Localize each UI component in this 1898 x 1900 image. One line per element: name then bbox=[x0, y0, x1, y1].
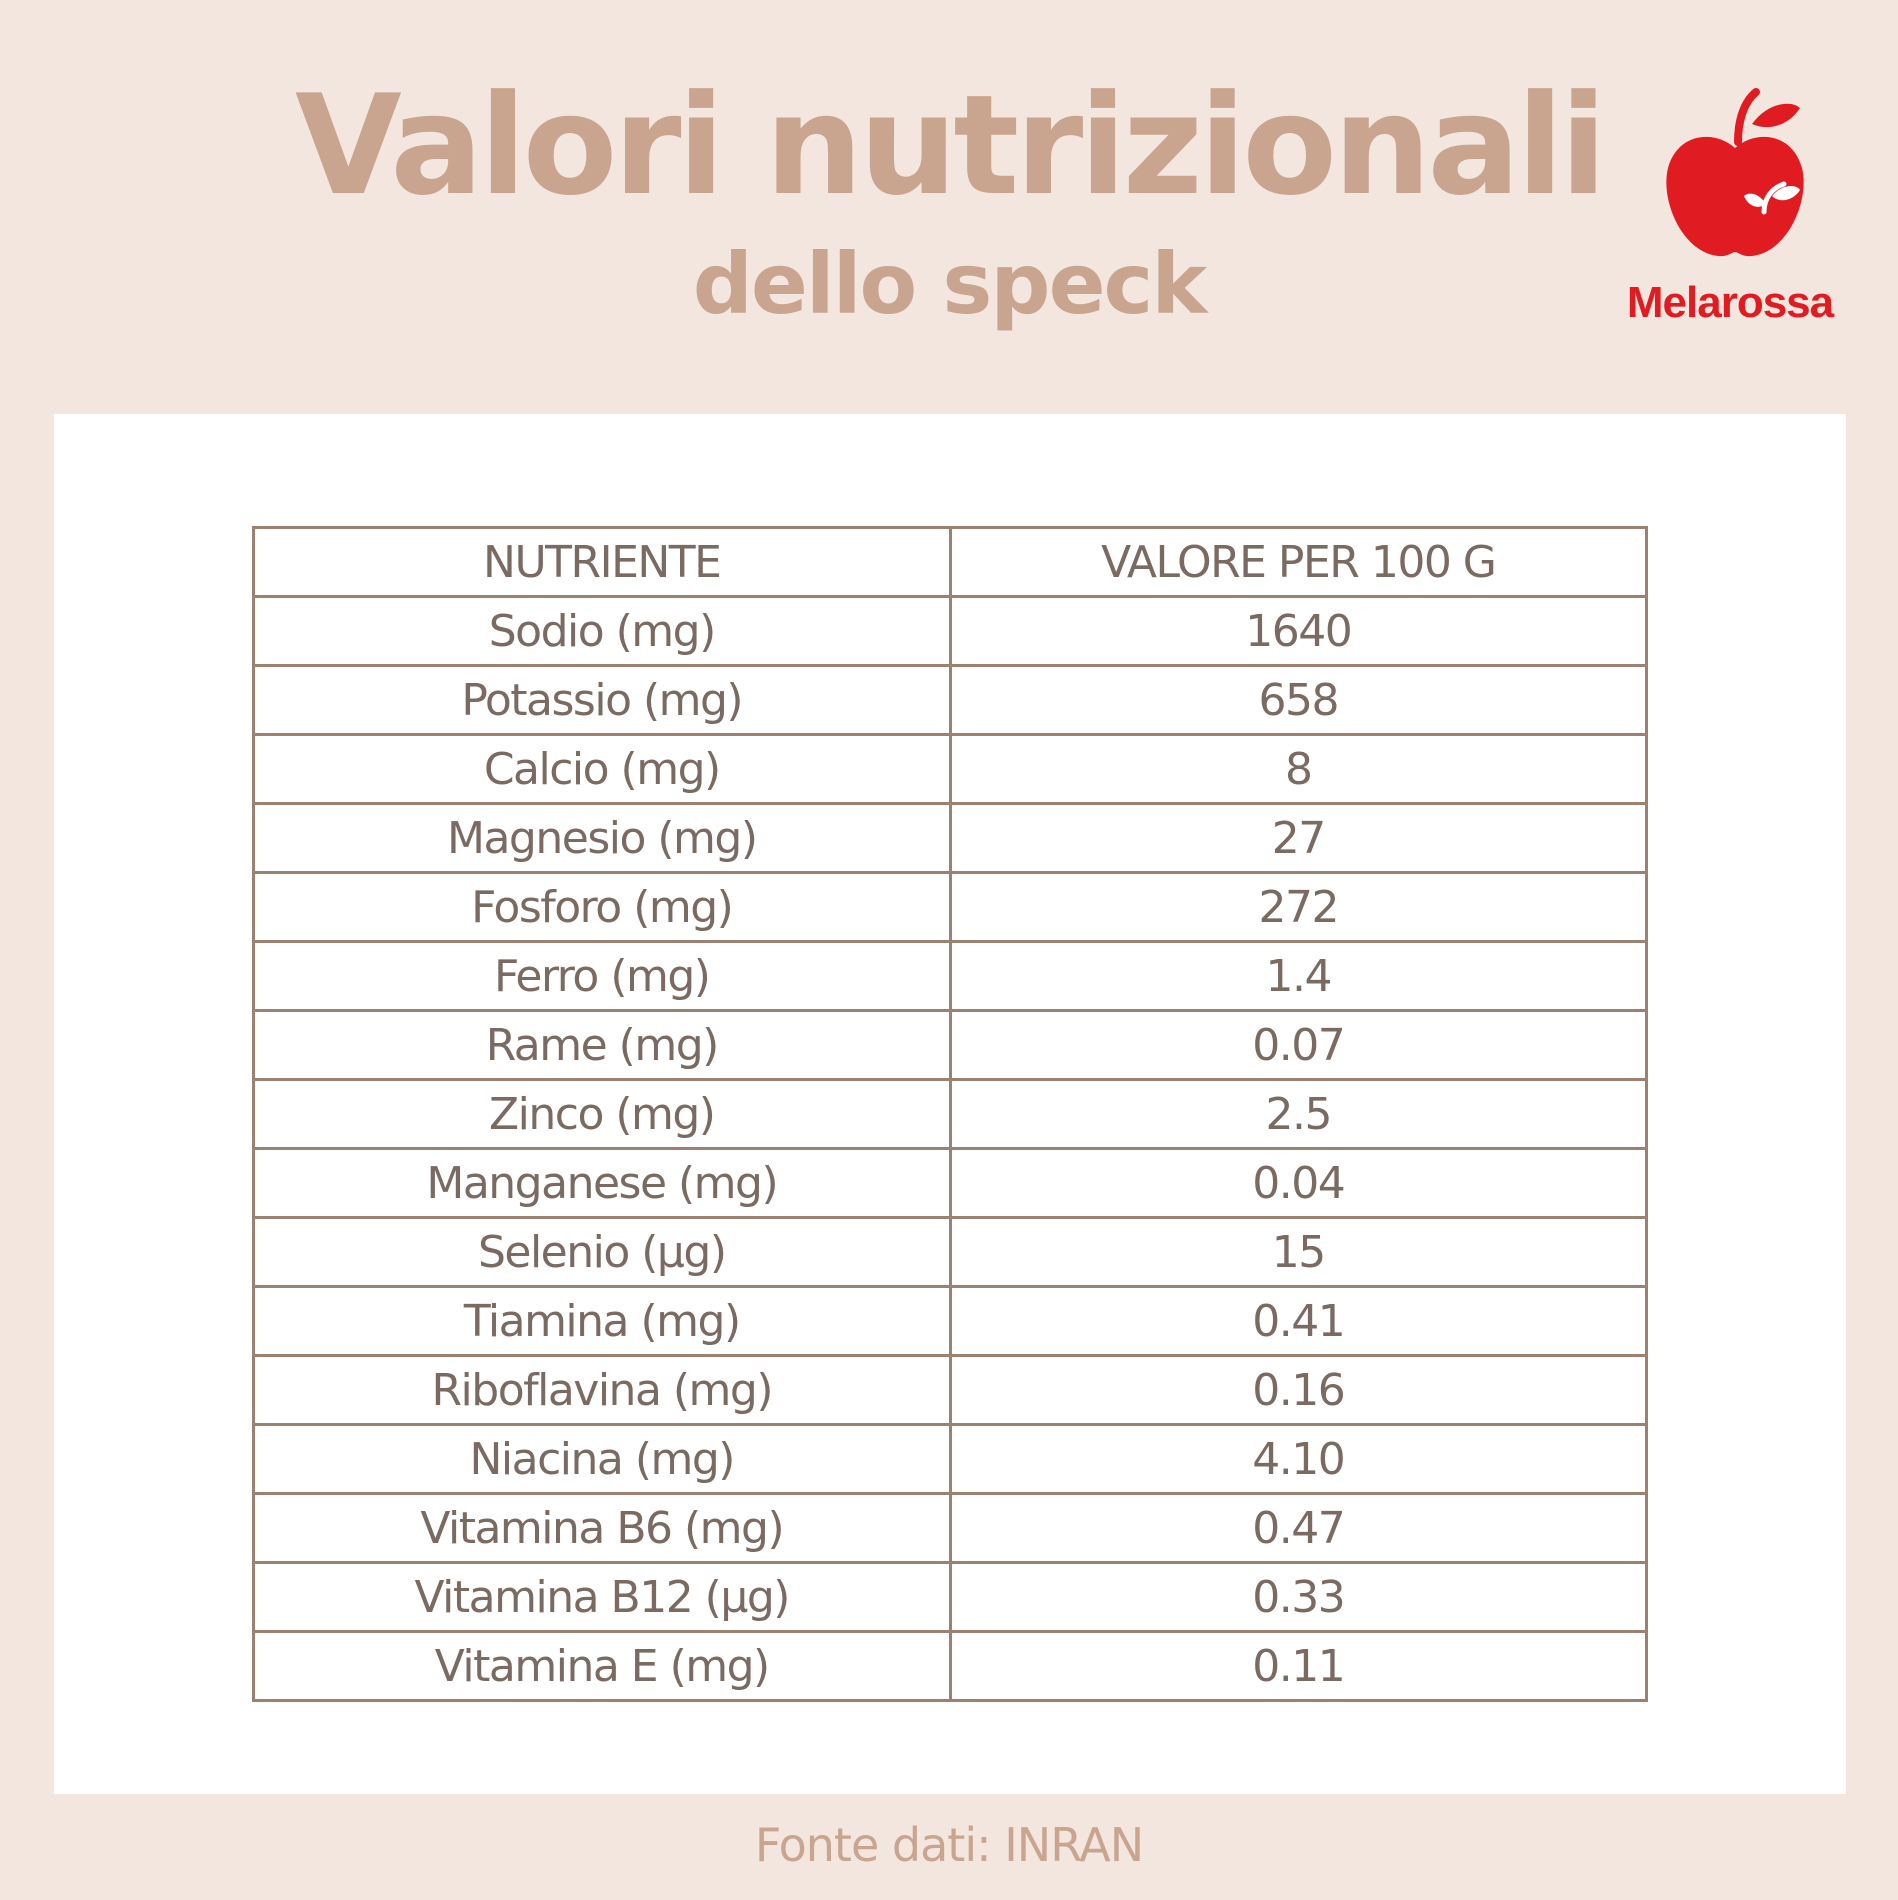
nutrient-value: 1640 bbox=[948, 595, 1648, 667]
nutrient-name: Sodio (mg) bbox=[252, 595, 952, 667]
table-card: NUTRIENTE VALORE PER 100 G Sodio (mg) 164… bbox=[54, 414, 1846, 1794]
nutrient-name: Manganese (mg) bbox=[252, 1147, 952, 1219]
source-note: Fonte dati: INRAN bbox=[754, 1818, 1144, 1872]
nutrient-name: Potassio (mg) bbox=[252, 664, 952, 736]
page-title: Valori nutrizionali bbox=[294, 65, 1607, 226]
nutrient-value: 0.33 bbox=[948, 1561, 1648, 1633]
apple-icon bbox=[1666, 88, 1804, 257]
table-row: Magnesio (mg) 27 bbox=[252, 802, 1648, 874]
brand-name: Melarossa bbox=[1626, 278, 1834, 327]
nutrient-value: 15 bbox=[948, 1216, 1648, 1288]
nutrient-name: Calcio (mg) bbox=[252, 733, 952, 805]
nutrient-name: Vitamina E (mg) bbox=[252, 1630, 952, 1702]
nutrient-value: 0.11 bbox=[948, 1630, 1648, 1702]
nutrient-name: Niacina (mg) bbox=[252, 1423, 952, 1495]
table-row: Vitamina E (mg) 0.11 bbox=[252, 1630, 1648, 1702]
column-header: VALORE PER 100 G bbox=[948, 526, 1648, 598]
nutrient-name: Vitamina B6 (mg) bbox=[252, 1492, 952, 1564]
table-row: Ferro (mg) 1.4 bbox=[252, 940, 1648, 1012]
nutrient-name: Magnesio (mg) bbox=[252, 802, 952, 874]
nutrient-value: 0.16 bbox=[948, 1354, 1648, 1426]
nutrient-value: 4.10 bbox=[948, 1423, 1648, 1495]
page-subtitle: dello speck bbox=[692, 235, 1207, 333]
nutrient-value: 27 bbox=[948, 802, 1648, 874]
nutrient-value: 0.07 bbox=[948, 1009, 1648, 1081]
table-row: Rame (mg) 0.07 bbox=[252, 1009, 1648, 1081]
nutrient-value: 8 bbox=[948, 733, 1648, 805]
nutrient-value: 0.41 bbox=[948, 1285, 1648, 1357]
column-header: NUTRIENTE bbox=[252, 526, 952, 598]
nutrient-value: 658 bbox=[948, 664, 1648, 736]
nutrient-name: Ferro (mg) bbox=[252, 940, 952, 1012]
brand-logo: Melarossa bbox=[1610, 80, 1850, 340]
table-row: Riboflavina (mg) 0.16 bbox=[252, 1354, 1648, 1426]
nutrient-name: Fosforo (mg) bbox=[252, 871, 952, 943]
nutrient-value: 2.5 bbox=[948, 1078, 1648, 1150]
table-row: Fosforo (mg) 272 bbox=[252, 871, 1648, 943]
table-row: Niacina (mg) 4.10 bbox=[252, 1423, 1648, 1495]
table-row: Manganese (mg) 0.04 bbox=[252, 1147, 1648, 1219]
table-row: Selenio (μg) 15 bbox=[252, 1216, 1648, 1288]
table-row: Sodio (mg) 1640 bbox=[252, 595, 1648, 667]
nutrient-name: Riboflavina (mg) bbox=[252, 1354, 952, 1426]
table-row: Zinco (mg) 2.5 bbox=[252, 1078, 1648, 1150]
table-row: Vitamina B6 (mg) 0.47 bbox=[252, 1492, 1648, 1564]
nutrient-name: Rame (mg) bbox=[252, 1009, 952, 1081]
nutrient-value: 0.04 bbox=[948, 1147, 1648, 1219]
nutrition-table: NUTRIENTE VALORE PER 100 G Sodio (mg) 164… bbox=[252, 526, 1648, 1702]
table-row: Potassio (mg) 658 bbox=[252, 664, 1648, 736]
nutrient-value: 1.4 bbox=[948, 940, 1648, 1012]
nutrient-value: 272 bbox=[948, 871, 1648, 943]
table-header-row: NUTRIENTE VALORE PER 100 G bbox=[252, 526, 1648, 598]
nutrient-value: 0.47 bbox=[948, 1492, 1648, 1564]
nutrient-name: Zinco (mg) bbox=[252, 1078, 952, 1150]
nutrient-name: Tiamina (mg) bbox=[252, 1285, 952, 1357]
table-row: Calcio (mg) 8 bbox=[252, 733, 1648, 805]
nutrient-name: Vitamina B12 (μg) bbox=[252, 1561, 952, 1633]
table-row: Tiamina (mg) 0.41 bbox=[252, 1285, 1648, 1357]
table-row: Vitamina B12 (μg) 0.33 bbox=[252, 1561, 1648, 1633]
nutrient-name: Selenio (μg) bbox=[252, 1216, 952, 1288]
